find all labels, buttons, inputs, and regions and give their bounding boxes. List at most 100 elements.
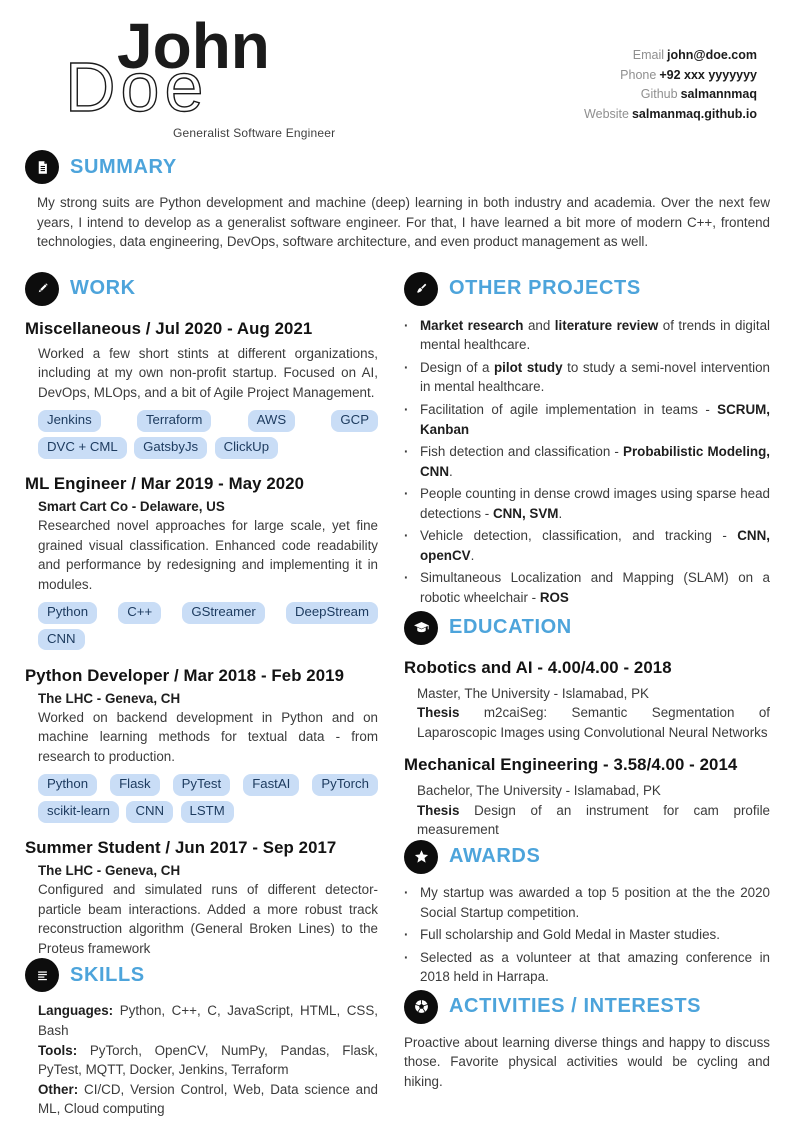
- education-entries: Robotics and AI - 4.00/4.00 - 2018 Master…: [404, 658, 770, 840]
- tagline: Generalist Software Engineer: [173, 126, 336, 140]
- skill-tag: Flask: [110, 774, 160, 796]
- summary-text: My strong suits are Python development a…: [37, 195, 770, 250]
- skill-tag: DeepStream: [285, 601, 379, 624]
- tag-list: Jenkins Terraform AWS GCP DVC + CML Gats…: [38, 407, 378, 461]
- education-heading-row: EDUCATION: [404, 610, 770, 645]
- project-item: · Design of a pilot study to study a semi…: [404, 358, 770, 397]
- contact-value: salmanmaq.github.io: [631, 106, 757, 121]
- bullet-dot: ·: [404, 528, 409, 544]
- graduation-cap-icon: [404, 610, 438, 645]
- skill-tag: GCP: [331, 409, 378, 432]
- section-other-projects: OTHER PROJECTS · Market research and lite…: [404, 271, 770, 608]
- skill-tag: GStreamer: [182, 601, 265, 624]
- work-entry: Miscellaneous / Jul 2020 - Aug 2021 Worke…: [25, 319, 378, 461]
- project-item-text: Simultaneous Localization and Mapping (S…: [420, 570, 770, 605]
- project-item: · Vehicle detection, classification, and …: [404, 526, 770, 565]
- bullet-dot: ·: [404, 949, 409, 965]
- bullet-dot: ·: [404, 359, 409, 375]
- pencil-icon: [25, 271, 59, 306]
- bullet-dot: ·: [404, 486, 409, 502]
- section-heading-skills: SKILLS: [70, 963, 145, 986]
- job-title: ML Engineer / Mar 2019 - May 2020: [25, 474, 305, 493]
- job-title: Summer Student / Jun 2017 - Sep 2017: [25, 838, 337, 858]
- work-entry: ML Engineer / Mar 2019 - May 2020 Smart C…: [25, 474, 379, 653]
- skill-tag: ClickUp: [214, 436, 279, 459]
- education-body: Master, The University - Islamabad, PK Th…: [417, 684, 770, 743]
- project-item: · People counting in dense crowd images u…: [404, 484, 770, 523]
- document-icon: [25, 150, 59, 184]
- skill-tag: Jenkins: [38, 409, 101, 432]
- skill-line: Other: CI/CD, Version Control, Web, Data…: [38, 1081, 378, 1117]
- contact-row: Phone +92 xxx yyyyyyy: [584, 66, 757, 86]
- job-description: Worked a few short stints at different o…: [38, 345, 378, 400]
- activities-text: Proactive about learning diverse things …: [404, 1034, 770, 1089]
- contact-list: Email john@doe.com Phone +92 xxx yyyyyyy Git…: [584, 46, 757, 124]
- skill-tag: PyTest: [172, 774, 231, 796]
- skill-tag: scikit-learn: [38, 800, 120, 823]
- skill-tag: Terraform: [136, 409, 212, 432]
- contact-label: Phone: [620, 67, 657, 82]
- project-item-text: Facilitation of agile implementation in …: [420, 401, 770, 437]
- contact-value: john@doe.com: [667, 48, 757, 62]
- degree-title: Robotics and AI - 4.00/4.00 - 2018: [404, 657, 672, 677]
- skill-tag: Python: [38, 774, 98, 796]
- thesis-line: Thesis m2caiSeg: Semantic Segmentation o…: [417, 705, 770, 740]
- skill-tag: Python: [38, 601, 98, 624]
- bullet-dot: ·: [404, 444, 409, 460]
- section-heading-education: EDUCATION: [449, 616, 572, 639]
- contact-label: Email: [632, 48, 665, 62]
- award-item-text: Selected as a volunteer at that amazing …: [420, 949, 770, 985]
- skill-tag: C++: [118, 601, 162, 624]
- awards-heading-row: AWARDS: [404, 839, 770, 874]
- soccer-ball-icon: [404, 989, 438, 1024]
- two-column-layout: WORK Miscellaneous / Jul 2020 - Aug 2021…: [25, 271, 770, 1119]
- skill-tag: CNN: [38, 628, 85, 651]
- degree-title: Mechanical Engineering - 3.58/4.00 - 201…: [404, 755, 738, 775]
- project-item: · Market research and literature review o…: [404, 316, 770, 355]
- name-block: John Doe Generalist Software Engineer: [64, 0, 405, 154]
- project-item-text: Design of a pilot study to study a semi-…: [420, 359, 770, 395]
- skill-tag: AWS: [247, 409, 296, 432]
- contact-row: Website salmanmaq.github.io: [584, 105, 757, 125]
- section-heading-work: WORK: [70, 277, 136, 300]
- project-item: · Facilitation of agile implementation in…: [404, 400, 770, 439]
- job-title: Miscellaneous / Jul 2020 - Aug 2021: [25, 318, 313, 338]
- left-column: WORK Miscellaneous / Jul 2020 - Aug 2021…: [25, 271, 379, 1119]
- award-item: · My startup was awarded a top 5 position…: [404, 883, 770, 922]
- job-body: The LHC - Geneva, CH Configured and simul…: [38, 863, 378, 958]
- skill-tag: PyTorch: [312, 774, 378, 796]
- star-icon: [404, 839, 438, 874]
- section-awards: AWARDS · My startup was awarded a top 5 p…: [404, 839, 770, 987]
- bullet-dot: ·: [404, 570, 409, 586]
- job-body: The LHC - Geneva, CH Worked on backend de…: [38, 691, 378, 825]
- paintbrush-icon: [404, 271, 438, 306]
- section-heading-activities: ACTIVITIES / INTERESTS: [449, 995, 702, 1018]
- award-item: · Full scholarship and Gold Medal in Mast…: [404, 925, 770, 945]
- right-column: OTHER PROJECTS · Market research and lite…: [404, 271, 770, 1119]
- education-entry: Robotics and AI - 4.00/4.00 - 2018 Master…: [404, 658, 770, 743]
- job-company: Smart Cart Co - Delaware, US: [38, 499, 225, 514]
- project-item-text: Market research and literature review of…: [420, 317, 770, 353]
- skills-lines: Languages: Python, C++, C, JavaScript, H…: [38, 1001, 378, 1118]
- project-item: · Fish detection and classification - Pro…: [404, 442, 770, 481]
- award-item-text: My startup was awarded a top 5 position …: [420, 884, 770, 920]
- skill-tag: DVC + CML: [38, 436, 127, 459]
- project-item-text: Fish detection and classification - Prob…: [420, 444, 770, 479]
- job-company: The LHC - Geneva, CH: [38, 863, 181, 879]
- bullet-dot: ·: [404, 317, 409, 333]
- work-entry: Summer Student / Jun 2017 - Sep 2017 The …: [25, 838, 378, 958]
- contact-row: Github salmannmaq: [584, 85, 757, 105]
- award-item-text: Full scholarship and Gold Medal in Maste…: [420, 927, 720, 943]
- summary-heading-row: SUMMARY: [25, 150, 770, 184]
- contact-label: Github: [640, 87, 678, 101]
- work-heading-row: WORK: [25, 271, 378, 306]
- skill-line: Tools: PyTorch, OpenCV, NumPy, Pandas, F…: [38, 1042, 378, 1078]
- job-description: Worked on backend development in Python …: [38, 709, 378, 764]
- project-item-text: People counting in dense crowd images us…: [420, 486, 770, 521]
- contact-label: Website: [584, 106, 629, 121]
- job-description: Researched novel approaches for large sc…: [38, 518, 378, 592]
- section-summary: SUMMARY My strong suits are Python devel…: [25, 150, 770, 252]
- job-body: Worked a few short stints at different o…: [38, 344, 378, 461]
- bullet-dot: ·: [404, 401, 409, 417]
